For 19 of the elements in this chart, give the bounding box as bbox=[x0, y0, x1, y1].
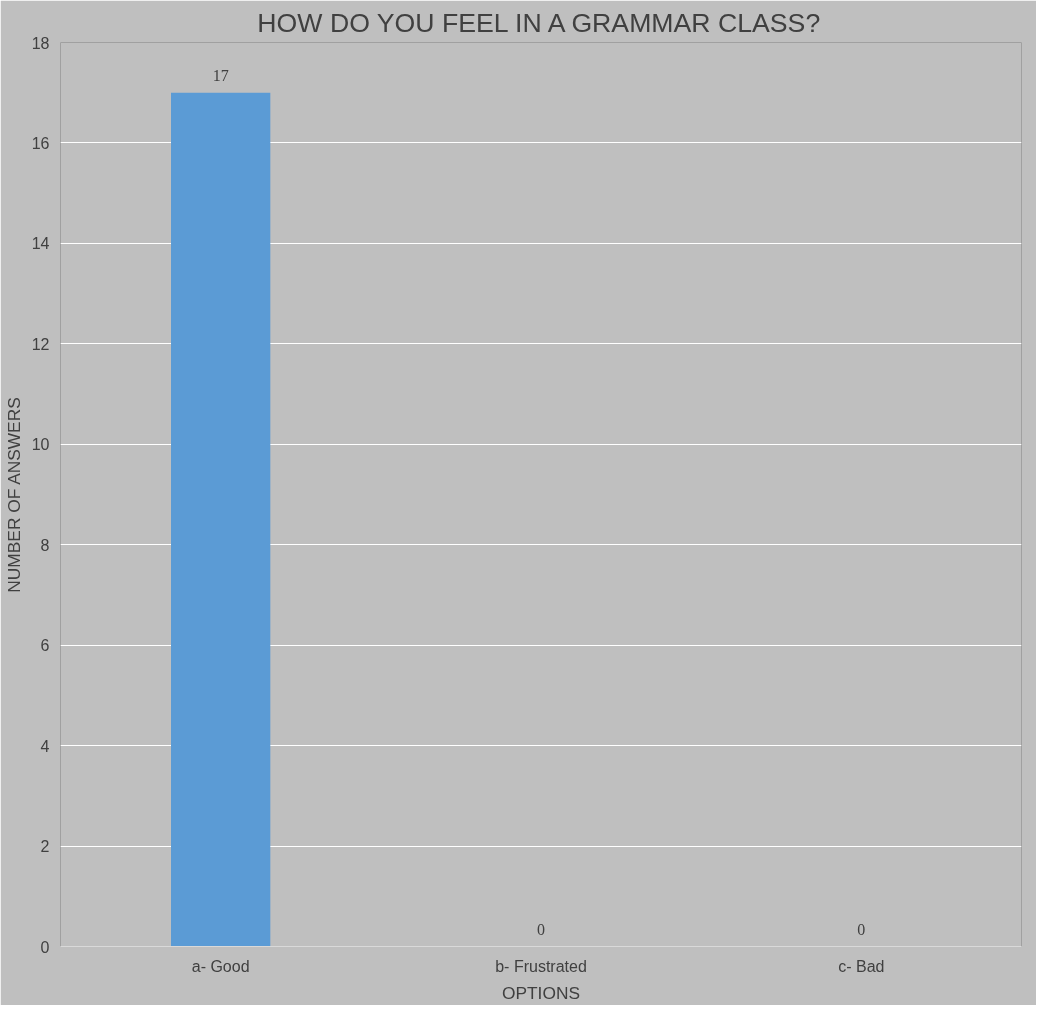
x-axis-title: OPTIONS bbox=[502, 982, 581, 1003]
y-tick-label: 0 bbox=[40, 938, 50, 956]
y-tick-label: 2 bbox=[40, 838, 50, 856]
data-label: 0 bbox=[537, 920, 545, 938]
y-tick-label: 12 bbox=[31, 335, 50, 353]
y-tick-label: 18 bbox=[31, 34, 50, 52]
x-tick-label: c- Bad bbox=[838, 957, 885, 975]
y-tick-label: 16 bbox=[31, 134, 50, 152]
x-tick-label: b- Frustrated bbox=[495, 957, 587, 975]
y-tick-label: 10 bbox=[31, 436, 50, 454]
x-tick-label: a- Good bbox=[191, 957, 250, 975]
data-label: 17 bbox=[212, 66, 229, 84]
y-tick-label: 14 bbox=[31, 235, 50, 253]
y-tick-label: 6 bbox=[40, 637, 50, 655]
y-tick-label: 8 bbox=[40, 536, 50, 554]
y-tick-label: 4 bbox=[40, 737, 50, 755]
y-axis-title: NUMBER OF ANSWERS bbox=[3, 397, 24, 593]
chart-title: HOW DO YOU FEEL IN A GRAMMAR CLASS? bbox=[257, 7, 821, 38]
data-label: 0 bbox=[857, 920, 866, 938]
